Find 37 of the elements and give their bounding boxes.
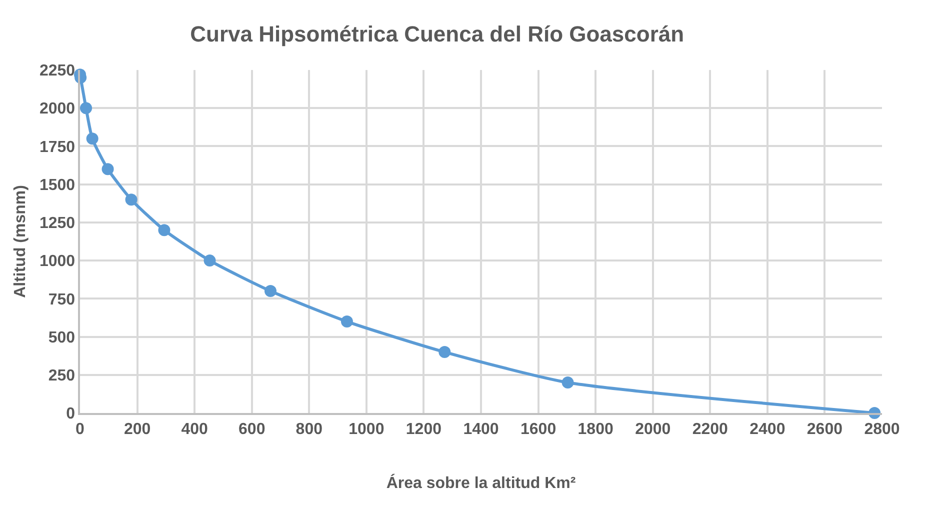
y-tick-label: 250 bbox=[48, 367, 76, 384]
point bbox=[102, 163, 114, 176]
y-tick-label: 1500 bbox=[39, 176, 76, 194]
x-tick-label: 2200 bbox=[692, 420, 728, 438]
x-tick-label: 2000 bbox=[635, 420, 671, 438]
y-tick-label: 1000 bbox=[39, 253, 76, 270]
y-tick-label: 0 bbox=[66, 406, 76, 423]
point bbox=[158, 224, 170, 236]
point bbox=[204, 254, 216, 267]
chart-title: Curva Hipsométrica Cuenca del Río Goascorán bbox=[190, 22, 684, 47]
x-tick-label: 600 bbox=[238, 420, 266, 438]
y-axis-title: Altitud (msnm) bbox=[12, 185, 29, 298]
x-tick-label: 800 bbox=[296, 420, 323, 438]
y-tick-label: 1250 bbox=[39, 215, 76, 232]
point bbox=[80, 102, 92, 114]
x-axis-title: Área sobre la altitud Km² bbox=[386, 473, 576, 492]
x-tick-label: 2600 bbox=[806, 420, 843, 438]
x-tick-label: 1600 bbox=[520, 420, 556, 438]
point bbox=[562, 376, 574, 389]
y-tick-label: 2000 bbox=[39, 100, 76, 118]
point bbox=[438, 346, 451, 358]
x-tick-label: 2400 bbox=[750, 420, 786, 438]
point bbox=[264, 285, 276, 298]
x-tick-label: 1400 bbox=[463, 420, 499, 438]
x-tick-label: 200 bbox=[124, 420, 151, 438]
x-tick-label: 400 bbox=[181, 420, 208, 438]
point bbox=[340, 316, 353, 328]
y-tick-label: 500 bbox=[48, 329, 76, 346]
y-tick-label: 750 bbox=[48, 291, 76, 308]
x-tick-label: 1000 bbox=[348, 420, 384, 438]
y-tick-label: 1750 bbox=[39, 138, 76, 156]
x-tick-label: 2800 bbox=[864, 420, 900, 438]
x-tick-label: 1800 bbox=[578, 420, 614, 438]
point bbox=[86, 132, 98, 145]
x-tick-label: 1200 bbox=[406, 420, 442, 438]
point bbox=[125, 194, 138, 206]
y-tick-label: 2250 bbox=[39, 62, 76, 80]
